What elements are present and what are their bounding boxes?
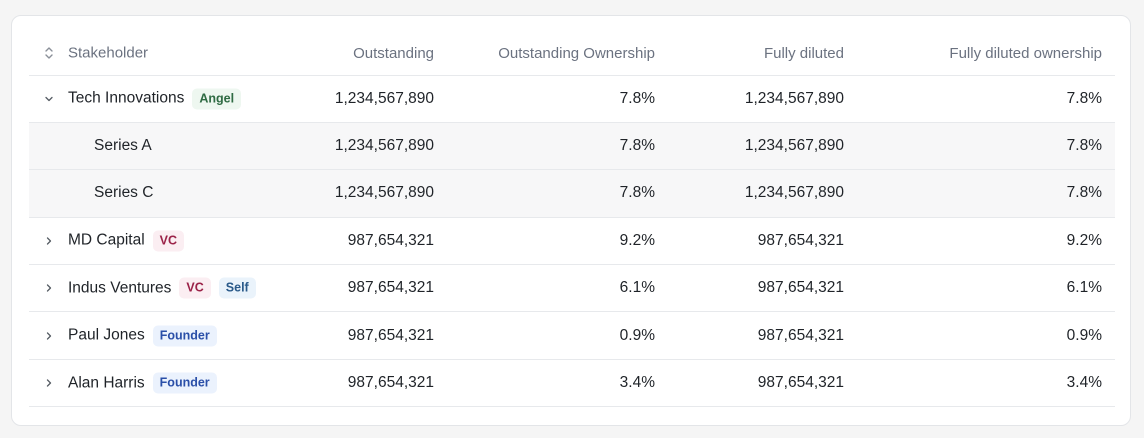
table-row[interactable]: Tech Innovations Angel 1,234,567,890 7.8% 1,…	[29, 76, 1115, 123]
stakeholder-cell: Indus Ventures VC Self	[29, 265, 309, 311]
stakeholder-type-badge: Self	[218, 277, 256, 299]
fully-diluted-ownership-cell: 6.1%	[1066, 279, 1102, 297]
stakeholder-cell: Tech Innovations Angel	[29, 76, 309, 122]
outstanding-cell: 987,654,321	[347, 231, 434, 249]
header-stakeholder[interactable]: Stakeholder	[29, 32, 309, 75]
outstanding-ownership-cell: 3.4%	[619, 374, 655, 392]
chevron-down-icon[interactable]	[43, 92, 55, 106]
table-row[interactable]: Paul Jones Founder 987,654,321 0.9% 987,654,…	[29, 312, 1115, 360]
stakeholder-cell: MD Capital VC	[29, 218, 309, 264]
fully-diluted-cell: 987,654,321	[757, 374, 844, 392]
stakeholder-type-badge: Angel	[192, 88, 242, 110]
fully-diluted-ownership-cell: 7.8%	[1066, 137, 1102, 155]
stakeholder-type-badge: VC	[152, 230, 185, 252]
fully-diluted-ownership-cell: 9.2%	[1066, 231, 1102, 249]
fully-diluted-cell: 987,654,321	[757, 231, 844, 249]
table-row[interactable]: MD Capital VC 987,654,321 9.2% 987,654,321 9.…	[29, 218, 1115, 266]
cap-table-card: Stakeholder Outstanding Outstanding Owne…	[11, 15, 1131, 426]
fully-diluted-cell: 987,654,321	[757, 326, 844, 344]
fully-diluted-ownership-cell: 7.8%	[1066, 184, 1102, 202]
table-subrow[interactable]: Series C 1,234,567,890 7.8% 1,234,567,890 7.…	[29, 170, 1115, 218]
stakeholder-name-group: Tech Innovations Angel	[68, 88, 242, 110]
header-outstanding[interactable]: Outstanding	[353, 44, 434, 62]
fully-diluted-cell: 1,234,567,890	[744, 89, 844, 107]
outstanding-ownership-cell: 6.1%	[619, 279, 655, 297]
stakeholder-name: Indus Ventures	[68, 279, 172, 297]
header-fully-diluted-ownership[interactable]: Fully diluted ownership	[949, 44, 1102, 62]
stakeholder-name-group: Series C	[94, 184, 153, 202]
chevron-right-icon[interactable]	[43, 376, 55, 390]
stakeholder-cell: Series A	[29, 123, 309, 169]
outstanding-cell: 987,654,321	[347, 374, 434, 392]
stakeholder-name: Alan Harris	[68, 374, 145, 392]
stakeholder-cell: Paul Jones Founder	[29, 312, 309, 358]
stakeholder-cell: Series C	[29, 170, 309, 216]
stakeholder-name-group: MD Capital VC	[68, 230, 185, 252]
fully-diluted-ownership-cell: 0.9%	[1066, 326, 1102, 344]
stakeholder-type-badge: Founder	[152, 325, 217, 347]
stakeholder-name: Tech Innovations	[68, 89, 185, 107]
stakeholder-name-group: Indus Ventures VC Self	[68, 277, 256, 299]
outstanding-ownership-cell: 7.8%	[619, 89, 655, 107]
stakeholder-name: Paul Jones	[68, 326, 145, 344]
table-subrow[interactable]: Series A 1,234,567,890 7.8% 1,234,567,890 7.…	[29, 122, 1115, 171]
stakeholder-name: MD Capital	[68, 231, 145, 249]
header-outstanding-ownership[interactable]: Outstanding Ownership	[498, 44, 655, 62]
outstanding-cell: 1,234,567,890	[334, 184, 434, 202]
stakeholder-cell: Alan Harris Founder	[29, 360, 309, 406]
table-header-row: Stakeholder Outstanding Outstanding Owne…	[29, 32, 1115, 76]
header-fully-diluted[interactable]: Fully diluted	[763, 44, 844, 62]
header-stakeholder-label: Stakeholder	[68, 44, 149, 62]
chevron-right-icon[interactable]	[43, 234, 55, 248]
table-row[interactable]: Alan Harris Founder 987,654,321 3.4% 987,654…	[29, 360, 1115, 408]
stakeholder-type-badge: Founder	[152, 372, 217, 394]
stakeholder-name: Series A	[94, 137, 152, 155]
table-body: Tech Innovations Angel 1,234,567,890 7.8% 1,…	[29, 76, 1115, 408]
table-row[interactable]: Indus Ventures VC Self 987,654,321 6.1% 987,6…	[29, 265, 1115, 313]
stakeholder-name: Series C	[94, 184, 154, 202]
stakeholder-type-badge: VC	[179, 277, 211, 299]
cap-table: Stakeholder Outstanding Outstanding Owne…	[29, 32, 1115, 408]
fully-diluted-cell: 987,654,321	[757, 279, 844, 297]
stakeholder-name-group: Paul Jones Founder	[68, 325, 217, 347]
fully-diluted-cell: 1,234,567,890	[744, 137, 844, 155]
stakeholder-name-group: Series A	[94, 137, 152, 155]
chevron-right-icon[interactable]	[43, 281, 55, 295]
fully-diluted-ownership-cell: 7.8%	[1066, 89, 1102, 107]
stakeholder-name-group: Alan Harris Founder	[68, 372, 217, 394]
outstanding-ownership-cell: 9.2%	[619, 231, 655, 249]
fully-diluted-ownership-cell: 3.4%	[1066, 374, 1102, 392]
outstanding-cell: 1,234,567,890	[334, 137, 434, 155]
chevron-right-icon[interactable]	[43, 329, 55, 343]
outstanding-cell: 987,654,321	[347, 279, 434, 297]
outstanding-ownership-cell: 7.8%	[619, 184, 655, 202]
fully-diluted-cell: 1,234,567,890	[744, 184, 844, 202]
outstanding-ownership-cell: 7.8%	[619, 137, 655, 155]
outstanding-cell: 1,234,567,890	[334, 89, 434, 107]
outstanding-ownership-cell: 0.9%	[619, 326, 655, 344]
sort-icon[interactable]	[43, 46, 55, 60]
outstanding-cell: 987,654,321	[347, 326, 434, 344]
